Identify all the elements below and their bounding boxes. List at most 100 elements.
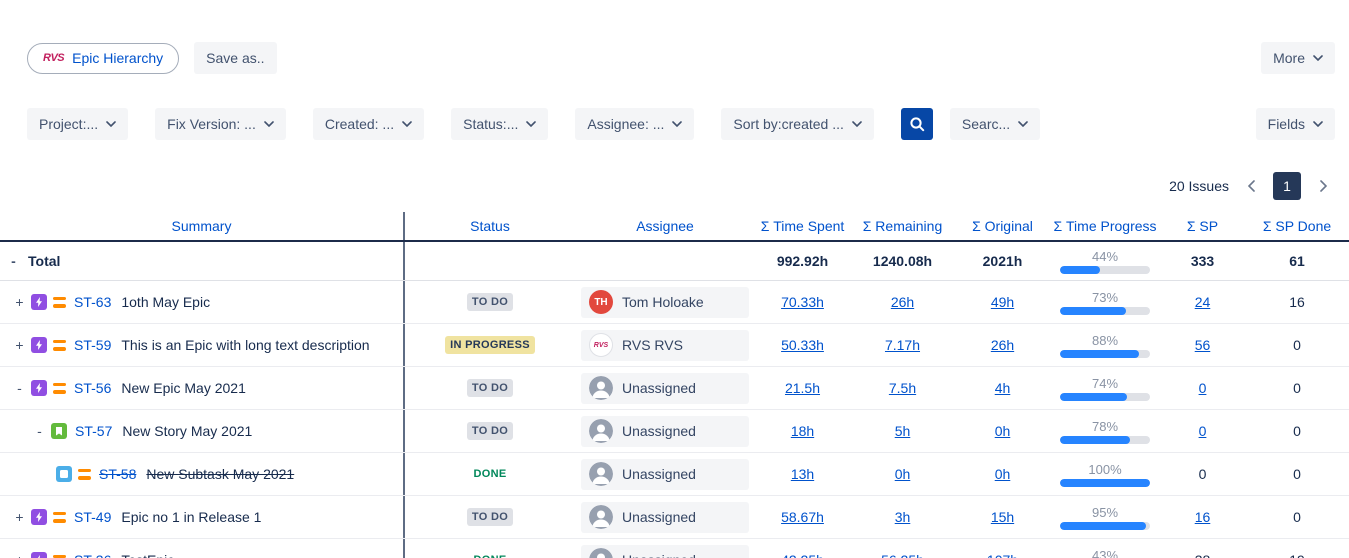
assignee[interactable]: Unassigned: [581, 372, 749, 404]
time-progress: 43%: [1050, 548, 1160, 558]
epic-issue-type-icon: [31, 380, 47, 396]
issue-summary: New Subtask May 2021: [146, 466, 295, 482]
remaining-link[interactable]: 7.5h: [888, 380, 917, 396]
assignee[interactable]: Unassigned: [581, 458, 749, 490]
table-row: - ST-56 New Epic May 2021 TO DO Unassign…: [0, 367, 1349, 410]
time-spent-link[interactable]: 13h: [790, 466, 815, 482]
column-header-sp-done[interactable]: Σ SP Done: [1262, 218, 1332, 234]
original-link[interactable]: 4h: [994, 380, 1011, 396]
column-header-summary[interactable]: Summary: [0, 212, 405, 240]
filter-fix-version[interactable]: Fix Version: ...: [155, 108, 286, 140]
next-page-button[interactable]: [1313, 173, 1333, 199]
column-header-sp[interactable]: Σ SP: [1186, 218, 1219, 234]
assignee-name: Unassigned: [622, 423, 696, 439]
filter-assignee-label: Assignee: ...: [587, 116, 665, 132]
progress-percent: 88%: [1091, 332, 1119, 348]
total-original: 2021h: [982, 253, 1023, 269]
expand-toggle[interactable]: +: [15, 337, 24, 353]
more-button[interactable]: More: [1261, 42, 1335, 74]
sum-up-icon: [53, 296, 66, 308]
search-button[interactable]: [900, 108, 933, 140]
expand-toggle[interactable]: -: [11, 253, 16, 269]
progress-bar: [1060, 306, 1150, 315]
sp-link[interactable]: 0: [1198, 423, 1207, 439]
original-link[interactable]: 15h: [990, 509, 1015, 525]
issue-key-link[interactable]: ST-56: [74, 380, 112, 396]
sp-link[interactable]: 24: [1194, 294, 1211, 310]
sp-link[interactable]: 16: [1194, 509, 1211, 525]
sp-done-value: 19: [1289, 552, 1305, 558]
assignee[interactable]: Unassigned: [581, 501, 749, 533]
search-menu-button[interactable]: Searc...: [949, 108, 1041, 140]
assignee[interactable]: Unassigned: [581, 415, 749, 447]
search-menu-label: Searc...: [961, 116, 1011, 132]
original-link[interactable]: 107h: [987, 552, 1018, 558]
assignee[interactable]: Unassigned: [581, 544, 749, 558]
column-header-assignee[interactable]: Assignee: [636, 218, 694, 234]
filter-assignee[interactable]: Assignee: ...: [575, 108, 695, 140]
remaining-link[interactable]: 26h: [890, 294, 915, 310]
filter-status[interactable]: Status:...: [451, 108, 549, 140]
more-label: More: [1273, 50, 1305, 66]
column-header-time-spent[interactable]: Σ Time Spent: [760, 218, 845, 234]
unassigned-avatar-icon: [589, 462, 613, 486]
issue-key-link[interactable]: ST-57: [75, 423, 113, 439]
sp-link[interactable]: 56: [1194, 337, 1211, 353]
assignee[interactable]: RVS RVS RVS: [581, 329, 749, 361]
sum-up-icon: [53, 382, 66, 394]
original-link[interactable]: 49h: [990, 294, 1015, 310]
total-sp: 333: [1190, 253, 1215, 269]
remaining-link[interactable]: 56.25h: [881, 552, 924, 558]
issue-key-link[interactable]: ST-59: [74, 337, 112, 353]
epic-issue-type-icon: [31, 294, 47, 310]
unassigned-avatar-icon: [589, 505, 613, 529]
sum-up-icon: [53, 511, 66, 523]
column-header-original[interactable]: Σ Original: [972, 218, 1033, 234]
issue-key-link[interactable]: ST-58: [99, 466, 137, 482]
time-spent-link[interactable]: 70.33h: [781, 294, 824, 310]
expand-toggle[interactable]: +: [15, 294, 24, 310]
original-link[interactable]: 26h: [990, 337, 1015, 353]
sp-link[interactable]: 0: [1198, 380, 1207, 396]
issues-count: 20 Issues: [1169, 178, 1229, 194]
current-page-button[interactable]: 1: [1273, 172, 1301, 200]
issue-key-link[interactable]: ST-36: [74, 552, 111, 558]
collapse-toggle[interactable]: -: [37, 423, 42, 439]
status-badge: TO DO: [466, 508, 514, 526]
time-spent-link[interactable]: 21.5h: [784, 380, 821, 396]
remaining-link[interactable]: 0h: [894, 466, 911, 482]
time-spent-link[interactable]: 50.33h: [781, 337, 824, 353]
issue-key-link[interactable]: ST-63: [74, 294, 112, 310]
time-spent-link[interactable]: 18h: [790, 423, 815, 439]
collapse-toggle[interactable]: -: [17, 380, 22, 396]
remaining-link[interactable]: 3h: [894, 509, 911, 525]
save-as-button[interactable]: Save as..: [194, 42, 277, 74]
epic-hierarchy-table: Summary Status Assignee Σ Time Spent Σ R…: [0, 212, 1349, 558]
filter-sort-by[interactable]: Sort by:created ...: [721, 108, 874, 140]
original-link[interactable]: 0h: [994, 466, 1011, 482]
time-spent-link[interactable]: 42.25h: [781, 552, 824, 558]
original-link[interactable]: 0h: [994, 423, 1011, 439]
assignee[interactable]: TH Tom Holoake: [581, 286, 749, 318]
issue-key-link[interactable]: ST-49: [74, 509, 112, 525]
sp-done-value: 0: [1293, 337, 1301, 353]
sp-done-value: 0: [1293, 509, 1301, 525]
chevron-down-icon: [402, 121, 412, 127]
progress-percent: 78%: [1091, 418, 1119, 434]
fields-button[interactable]: Fields: [1255, 108, 1335, 140]
epic-hierarchy-view-button[interactable]: RVS Epic Hierarchy: [27, 42, 180, 74]
unassigned-avatar-icon: [589, 548, 613, 558]
expand-toggle[interactable]: +: [14, 552, 25, 558]
prev-page-button[interactable]: [1241, 173, 1261, 199]
remaining-link[interactable]: 7.17h: [884, 337, 921, 353]
table-row: + ST-49 Epic no 1 in Release 1 TO DO Una…: [0, 496, 1349, 539]
filter-created[interactable]: Created: ...: [312, 108, 425, 140]
filter-project[interactable]: Project:...: [27, 108, 129, 140]
remaining-link[interactable]: 5h: [894, 423, 911, 439]
column-header-status[interactable]: Status: [470, 218, 510, 234]
assignee-name: Unassigned: [622, 466, 696, 482]
column-header-remaining[interactable]: Σ Remaining: [862, 218, 943, 234]
time-spent-link[interactable]: 58.67h: [781, 509, 824, 525]
column-header-time-progress[interactable]: Σ Time Progress: [1053, 218, 1157, 234]
expand-toggle[interactable]: +: [15, 509, 24, 525]
